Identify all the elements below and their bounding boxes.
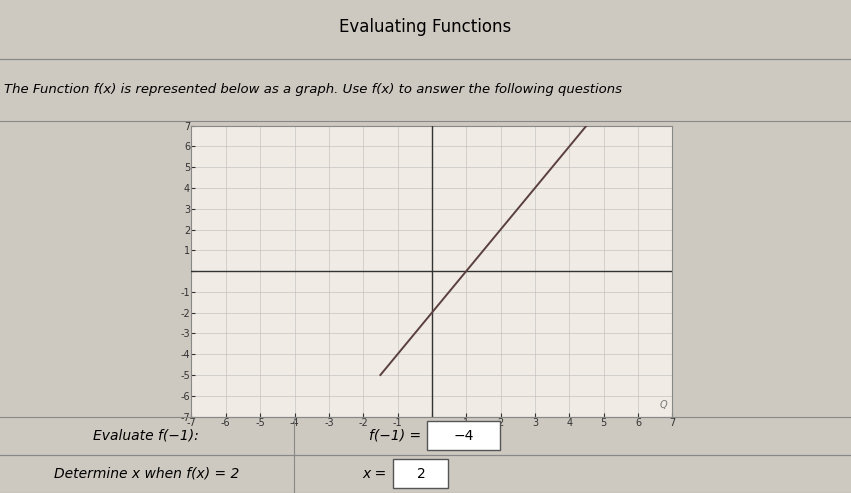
Text: f(−1) =: f(−1) = — [369, 428, 426, 443]
Text: x =: x = — [363, 466, 391, 481]
Text: The Function f(x) is represented below as a graph. Use f(x) to answer the follow: The Function f(x) is represented below a… — [4, 83, 622, 97]
Text: Determine x when f(x) = 2: Determine x when f(x) = 2 — [54, 466, 239, 481]
Text: Q: Q — [660, 400, 667, 410]
FancyBboxPatch shape — [427, 421, 500, 450]
Text: 2: 2 — [417, 466, 426, 481]
FancyBboxPatch shape — [393, 459, 448, 488]
Text: Evaluating Functions: Evaluating Functions — [340, 18, 511, 35]
Text: Evaluate f(−1):: Evaluate f(−1): — [94, 428, 199, 443]
Text: −4: −4 — [454, 428, 474, 443]
